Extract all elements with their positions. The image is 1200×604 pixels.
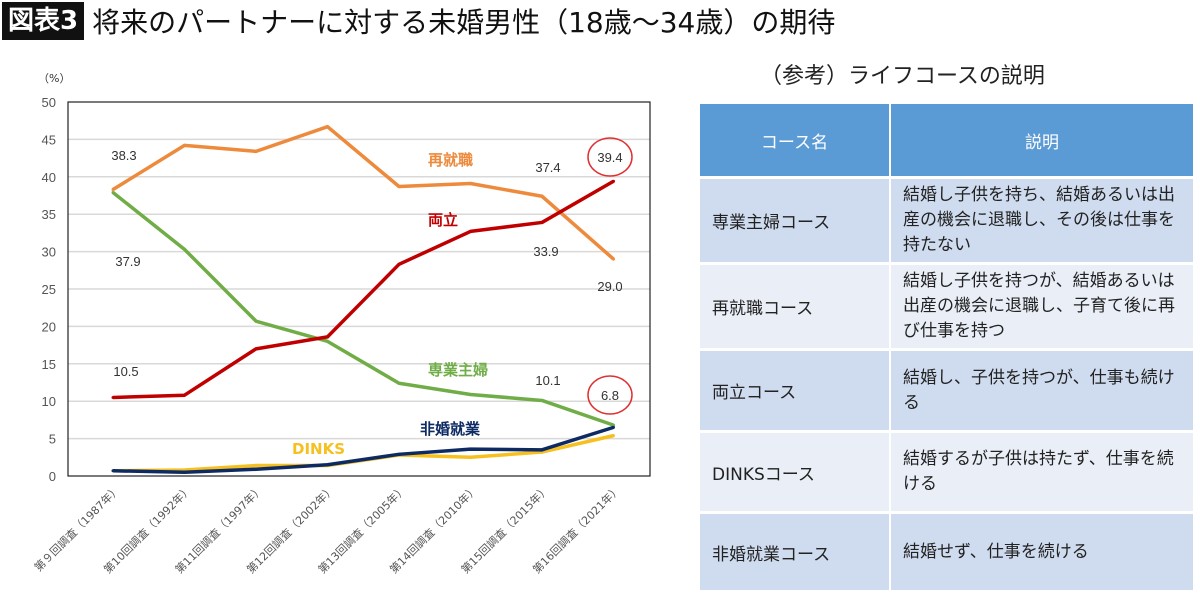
table-header-row: コース名 説明 [700, 104, 1193, 176]
data-point [397, 452, 401, 456]
data-point [254, 467, 258, 471]
data-point [612, 434, 615, 438]
data-point [183, 143, 186, 147]
course-name: 再就職コース [700, 265, 891, 348]
data-point [397, 262, 401, 266]
column-header-course: コース名 [700, 104, 891, 176]
data-point [254, 347, 258, 351]
series-name-label: DINKS [292, 440, 345, 458]
data-point [397, 381, 401, 385]
data-label: 6.8 [601, 388, 619, 403]
course-description: 結婚し、子供を持つが、仕事も続ける [891, 351, 1193, 430]
data-label: 39.4 [597, 150, 622, 165]
series-name-label: 専業主婦 [428, 361, 488, 379]
plot-area [67, 101, 651, 477]
table-row: 再就職コース 結婚し子供を持つが、結婚あるいは出産の機会に退職し、子育て後に再び仕… [700, 265, 1193, 348]
data-point [254, 464, 258, 468]
y-unit-label: （%） [38, 72, 71, 85]
y-tick-label: 25 [42, 282, 56, 297]
data-point [111, 469, 115, 473]
y-tick-label: 50 [42, 95, 56, 110]
series-line-3 [112, 433, 614, 473]
y-tick-label: 40 [42, 170, 56, 185]
data-point [469, 182, 472, 186]
data-point [397, 185, 401, 189]
data-label: 37.4 [535, 160, 560, 175]
figure-header: 図表3 将来のパートナーに対する未婚男性（18歳〜34歳）の期待 [2, 2, 835, 40]
data-point [326, 339, 329, 343]
highlight-circle [587, 137, 633, 177]
series-line-2 [112, 179, 615, 400]
data-point [469, 229, 472, 233]
data-point [111, 188, 115, 192]
data-label: 33.9 [533, 244, 558, 259]
data-point [183, 393, 186, 397]
y-tick-label: 5 [49, 432, 56, 447]
series-line-4 [112, 425, 615, 475]
figure-title: 将来のパートナーに対する未婚男性（18歳〜34歳）の期待 [92, 6, 836, 39]
line-chart: 05101520253035404550第９回調査（1987年）第10回調査（1… [31, 95, 651, 576]
data-point [254, 149, 258, 153]
course-name: 非婚就業コース [700, 514, 891, 590]
series-name-label: 再就職 [428, 151, 473, 169]
data-point [469, 447, 472, 451]
y-tick-label: 0 [49, 469, 56, 484]
data-point [326, 335, 329, 339]
table-row: 両立コース 結婚し、子供を持つが、仕事も続ける [700, 351, 1193, 430]
course-name: 専業主婦コース [700, 179, 891, 262]
data-point [612, 425, 615, 429]
table-row: 専業主婦コース 結婚し子供を持ち、結婚あるいは出産の機会に退職し、その後は仕事を持… [700, 179, 1193, 262]
y-tick-label: 20 [42, 319, 56, 334]
course-name: 両立コース [700, 351, 891, 430]
data-point [469, 455, 472, 459]
data-point [540, 194, 544, 198]
series-name-label: 両立 [428, 211, 458, 229]
data-point [540, 220, 544, 224]
course-description: 結婚し子供を持つが、結婚あるいは出産の機会に退職し、子育て後に再び仕事を持つ [891, 265, 1193, 348]
data-point [540, 448, 544, 452]
data-point [183, 470, 186, 474]
series-line-1 [111, 191, 615, 427]
data-point [612, 257, 615, 261]
course-description: 結婚せず、仕事を続ける [891, 514, 1193, 590]
figure-badge: 図表3 [2, 2, 85, 40]
data-label: 10.1 [535, 373, 560, 388]
data-label: 38.3 [111, 148, 136, 163]
data-point [326, 125, 329, 129]
course-description: 結婚し子供を持ち、結婚あるいは出産の機会に退職し、その後は仕事を持たない [891, 179, 1193, 262]
highlight-circle [587, 375, 633, 415]
data-point [111, 191, 115, 195]
data-point [111, 395, 115, 399]
data-point [326, 463, 329, 467]
table-row: DINKSコース 結婚するが子供は持たず、仕事を続ける [700, 433, 1193, 511]
course-description: 結婚するが子供は持たず、仕事を続ける [891, 433, 1193, 511]
data-point [612, 179, 615, 183]
y-tick-label: 30 [42, 245, 56, 260]
column-header-description: 説明 [891, 104, 1193, 176]
data-point [540, 398, 544, 402]
data-point [183, 247, 186, 251]
series-line-0 [112, 124, 615, 261]
life-course-table: コース名 説明 専業主婦コース 結婚し子供を持ち、結婚あるいは出産の機会に退職し、… [700, 101, 1193, 593]
table-row: 非婚就業コース 結婚せず、仕事を続ける [700, 514, 1193, 590]
table-title: （参考）ライフコースの説明 [760, 64, 1045, 89]
data-label: 29.0 [597, 279, 622, 294]
y-tick-label: 10 [42, 394, 56, 409]
data-label: 10.5 [113, 364, 138, 379]
data-point [254, 319, 258, 323]
series-name-label: 非婚就業 [420, 420, 481, 438]
data-label: 37.9 [115, 254, 140, 269]
y-tick-label: 45 [42, 132, 56, 147]
course-name: DINKSコース [700, 433, 891, 511]
data-point [469, 392, 472, 396]
y-tick-label: 15 [42, 357, 56, 372]
y-tick-label: 35 [42, 207, 56, 222]
